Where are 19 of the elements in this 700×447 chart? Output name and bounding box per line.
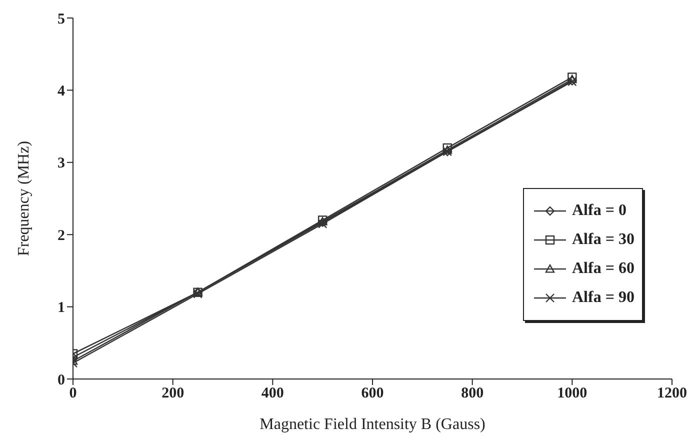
legend-label: Alfa = 90: [572, 289, 634, 307]
y-tick-label: 0: [58, 372, 65, 388]
y-tick-label: 4: [58, 84, 66, 100]
y-tick-label: 5: [58, 11, 65, 28]
x-axis-title: Magnetic Field Intensity B (Gauss): [260, 416, 486, 433]
x-tick-label: 600: [361, 386, 384, 402]
legend-label: Alfa = 30: [572, 231, 634, 249]
y-tick-label: 2: [58, 228, 65, 244]
y-axis-title: Frequency (MHz): [16, 140, 33, 256]
legend-label: Alfa = 0: [572, 202, 626, 220]
x-tick-label: 400: [261, 386, 284, 402]
x-tick-label: 0: [69, 386, 77, 402]
x-tick-label: 1200: [657, 386, 687, 402]
x-tick-label: 800: [461, 386, 484, 402]
x-tick-label: 1000: [557, 386, 588, 402]
legend-label: Alfa = 60: [572, 260, 634, 278]
y-tick-label: 3: [58, 156, 65, 172]
x-tick-label: 200: [162, 386, 184, 402]
y-tick-label: 1: [58, 300, 65, 316]
